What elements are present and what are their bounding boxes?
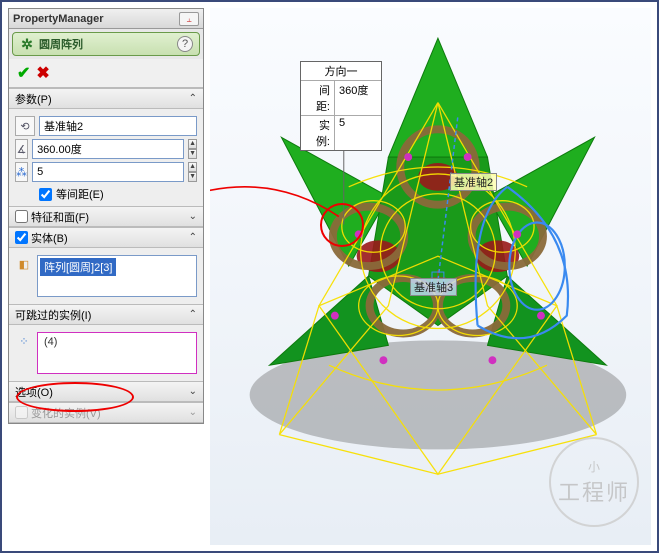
bodies-list[interactable]: 阵列[圆周]2[3]	[37, 255, 197, 297]
section-params-header[interactable]: 参数(P) ⌃	[9, 89, 203, 109]
feature-title: 圆周阵列	[39, 36, 83, 52]
callout-count-k: 实例:	[301, 116, 335, 150]
chevron-icon: ⌃	[189, 93, 197, 104]
section-faces-label: 特征和面(F)	[31, 209, 89, 225]
chevron-icon: ⌄	[189, 407, 197, 418]
feature-header: ✲ 圆周阵列 ?	[12, 32, 200, 56]
chevron-icon: ⌄	[189, 386, 197, 397]
faces-checkbox[interactable]	[15, 210, 28, 223]
section-options-header[interactable]: 选项(O) ⌄	[9, 382, 203, 402]
count-icon: ⁂	[15, 162, 28, 182]
section-options-label: 选项(O)	[15, 384, 53, 400]
section-faces-header[interactable]: 特征和面(F) ⌄	[9, 207, 203, 227]
axis-label-3[interactable]: 基准轴3	[410, 278, 457, 296]
skip-list[interactable]: (4)	[37, 332, 197, 374]
equal-spacing-label: 等间距(E)	[56, 186, 104, 202]
skip-item-0[interactable]: (4)	[40, 335, 194, 349]
skip-icon: ⁘	[15, 332, 33, 350]
ok-button[interactable]: ✔	[17, 63, 30, 83]
section-skip-label: 可跳过的实例(I)	[15, 307, 91, 323]
chevron-icon: ⌃	[189, 232, 197, 243]
varied-checkbox	[15, 406, 28, 419]
count-input[interactable]	[32, 162, 184, 182]
axis-label-2[interactable]: 基准轴2	[450, 173, 497, 191]
chevron-icon: ⌃	[189, 309, 197, 320]
help-icon[interactable]: ?	[177, 36, 193, 52]
graphics-viewport[interactable]: 方向一 间距:360度 实例:5 基准轴2 基准轴3 小 工程师	[210, 8, 651, 545]
axis-input[interactable]	[39, 116, 197, 136]
section-varied-header: 变化的实例(V) ⌄	[9, 403, 203, 423]
section-bodies-header[interactable]: 实体(B) ⌃	[9, 228, 203, 248]
callout-title: 方向一	[301, 62, 381, 81]
callout-spacing-k: 间距:	[301, 81, 335, 115]
property-manager-header: PropertyManager ⫠	[9, 9, 203, 29]
bodies-checkbox[interactable]	[15, 231, 28, 244]
cancel-button[interactable]: ✖	[36, 63, 49, 83]
angle-input[interactable]	[32, 139, 184, 159]
chevron-icon: ⌄	[189, 211, 197, 222]
body-item-0[interactable]: 阵列[圆周]2[3]	[40, 258, 116, 276]
section-params-label: 参数(P)	[15, 91, 52, 107]
angle-spinner[interactable]: ▲▼	[188, 139, 197, 159]
watermark: 小 工程师	[549, 437, 639, 527]
angle-icon: ∡	[15, 139, 28, 159]
equal-spacing-checkbox[interactable]	[39, 188, 52, 201]
callout-spacing-v[interactable]: 360度	[335, 81, 381, 115]
callout-count-v[interactable]: 5	[335, 116, 381, 150]
body-icon: ◧	[15, 255, 33, 273]
axis-icon: ⟲	[15, 116, 35, 136]
pm-title: PropertyManager	[13, 13, 103, 25]
section-skip-header[interactable]: 可跳过的实例(I) ⌃	[9, 305, 203, 325]
dimension-callout[interactable]: 方向一 间距:360度 实例:5	[300, 61, 382, 151]
pin-icon[interactable]: ⫠	[179, 12, 199, 26]
section-bodies-label: 实体(B)	[31, 230, 68, 246]
count-spinner[interactable]: ▲▼	[188, 162, 197, 182]
section-varied-label: 变化的实例(V)	[31, 405, 101, 421]
circular-pattern-icon: ✲	[19, 36, 35, 52]
